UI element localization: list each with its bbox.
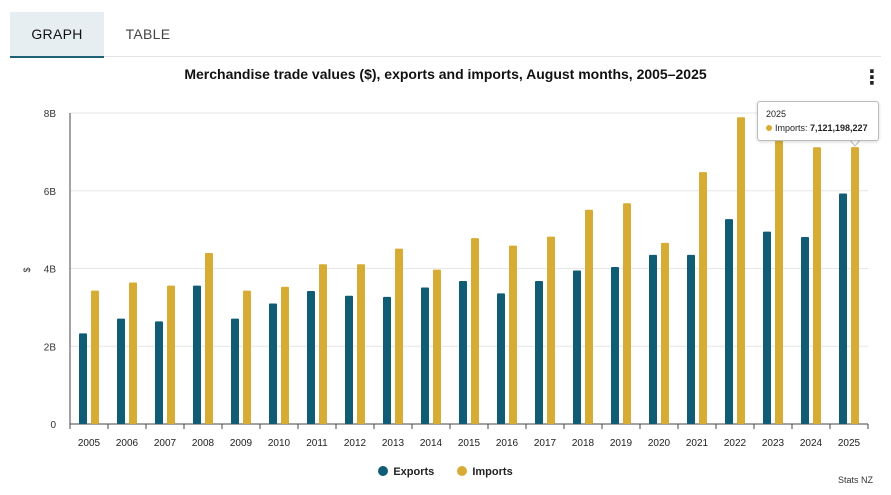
bar-imports-2023[interactable]	[775, 140, 783, 424]
x-tick-label: 2025	[838, 438, 861, 449]
x-tick-label: 2014	[420, 438, 443, 449]
bar-exports-2005[interactable]	[79, 333, 87, 424]
bar-exports-2022[interactable]	[725, 219, 733, 424]
bar-imports-2016[interactable]	[509, 245, 517, 424]
bar-exports-2019[interactable]	[611, 266, 619, 424]
legend-label-imports: Imports	[472, 466, 513, 478]
bar-exports-2017[interactable]	[535, 280, 543, 424]
legend-label-exports: Exports	[393, 466, 435, 478]
bar-exports-2009[interactable]	[231, 318, 239, 424]
y-tick-label: 8B	[44, 109, 57, 120]
bar-exports-2023[interactable]	[763, 231, 771, 424]
bar-imports-2024[interactable]	[813, 147, 821, 424]
bar-exports-2025[interactable]	[839, 193, 847, 424]
y-axis-label: $	[22, 267, 32, 272]
y-tick-label: 6B	[44, 187, 57, 198]
bar-imports-2017[interactable]	[547, 236, 555, 424]
x-tick-label: 2022	[724, 438, 747, 449]
x-tick-label: 2008	[192, 438, 215, 449]
bar-imports-2010[interactable]	[281, 286, 289, 424]
chart-title: Merchandise trade values ($), exports an…	[184, 66, 707, 82]
x-tick-label: 2023	[762, 438, 785, 449]
bar-exports-2012[interactable]	[345, 295, 353, 424]
x-tick-label: 2021	[686, 438, 709, 449]
bar-imports-2006[interactable]	[129, 282, 137, 424]
x-tick-label: 2010	[268, 438, 291, 449]
x-tick-label: 2019	[610, 438, 633, 449]
legend-item-imports[interactable]: Imports	[457, 466, 513, 478]
bar-imports-2020[interactable]	[661, 242, 669, 424]
x-tick-label: 2005	[78, 438, 101, 449]
x-tick-label: 2017	[534, 438, 557, 449]
bar-imports-2005[interactable]	[91, 290, 99, 424]
legend-item-exports[interactable]: Exports	[378, 466, 434, 478]
bar-imports-2011[interactable]	[319, 264, 327, 424]
x-tick-label: 2015	[458, 438, 481, 449]
tooltip-year: 2025	[766, 109, 787, 119]
bar-imports-2013[interactable]	[395, 248, 403, 424]
bar-imports-2025[interactable]	[851, 147, 859, 424]
legend-swatch-imports	[457, 466, 468, 476]
bar-exports-2015[interactable]	[459, 280, 467, 424]
y-tick-label: 2B	[44, 342, 57, 353]
bar-exports-2011[interactable]	[307, 291, 315, 424]
bar-exports-2018[interactable]	[573, 270, 581, 424]
x-tick-label: 2009	[230, 438, 253, 449]
bar-exports-2006[interactable]	[117, 318, 125, 424]
x-tick-label: 2016	[496, 438, 519, 449]
x-tick-label: 2007	[154, 438, 177, 449]
bar-imports-2022[interactable]	[737, 117, 745, 425]
x-tick-label: 2013	[382, 438, 405, 449]
y-tick-label: 0	[50, 420, 56, 431]
tooltip-swatch	[766, 125, 772, 131]
bar-imports-2009[interactable]	[243, 290, 251, 424]
tab-graph[interactable]: GRAPH	[10, 12, 104, 58]
x-tick-label: 2018	[572, 438, 595, 449]
tooltip-line: Imports: 7,121,198,227	[766, 123, 868, 133]
bar-exports-2024[interactable]	[801, 237, 809, 424]
x-tick-label: 2006	[116, 438, 139, 449]
tab-table[interactable]: TABLE	[125, 26, 171, 42]
bar-exports-2008[interactable]	[193, 285, 201, 424]
bar-exports-2007[interactable]	[155, 321, 163, 424]
bar-exports-2013[interactable]	[383, 296, 391, 424]
view-tabs: GRAPH TABLE	[10, 12, 881, 58]
bar-imports-2014[interactable]	[433, 269, 441, 424]
x-tick-label: 2020	[648, 438, 671, 449]
legend-swatch-exports	[378, 466, 389, 476]
x-tick-label: 2012	[344, 438, 367, 449]
bar-exports-2016[interactable]	[497, 293, 505, 424]
bar-imports-2018[interactable]	[585, 209, 593, 424]
bar-exports-2014[interactable]	[421, 287, 429, 424]
tooltip-value: 7,121,198,227	[810, 123, 868, 133]
vertical-ellipsis-icon[interactable]: ⋮	[862, 67, 882, 89]
x-tick-label: 2024	[800, 438, 823, 449]
bar-exports-2021[interactable]	[687, 254, 695, 424]
bar-exports-2020[interactable]	[649, 254, 657, 424]
bar-imports-2019[interactable]	[623, 203, 631, 424]
tooltip-label: Imports:	[775, 123, 811, 133]
source-credit: Stats NZ	[837, 475, 873, 485]
y-tick-label: 4B	[44, 265, 57, 276]
bar-imports-2015[interactable]	[471, 238, 479, 424]
x-tick-label: 2011	[306, 438, 328, 449]
bar-imports-2021[interactable]	[699, 172, 707, 424]
chart-tooltip: 2025 Imports: 7,121,198,227	[757, 101, 879, 141]
chart-legend: Exports Imports	[0, 466, 891, 478]
bar-imports-2012[interactable]	[357, 264, 365, 424]
bar-exports-2010[interactable]	[269, 303, 277, 424]
bar-imports-2007[interactable]	[167, 285, 175, 424]
bar-imports-2008[interactable]	[205, 252, 213, 424]
